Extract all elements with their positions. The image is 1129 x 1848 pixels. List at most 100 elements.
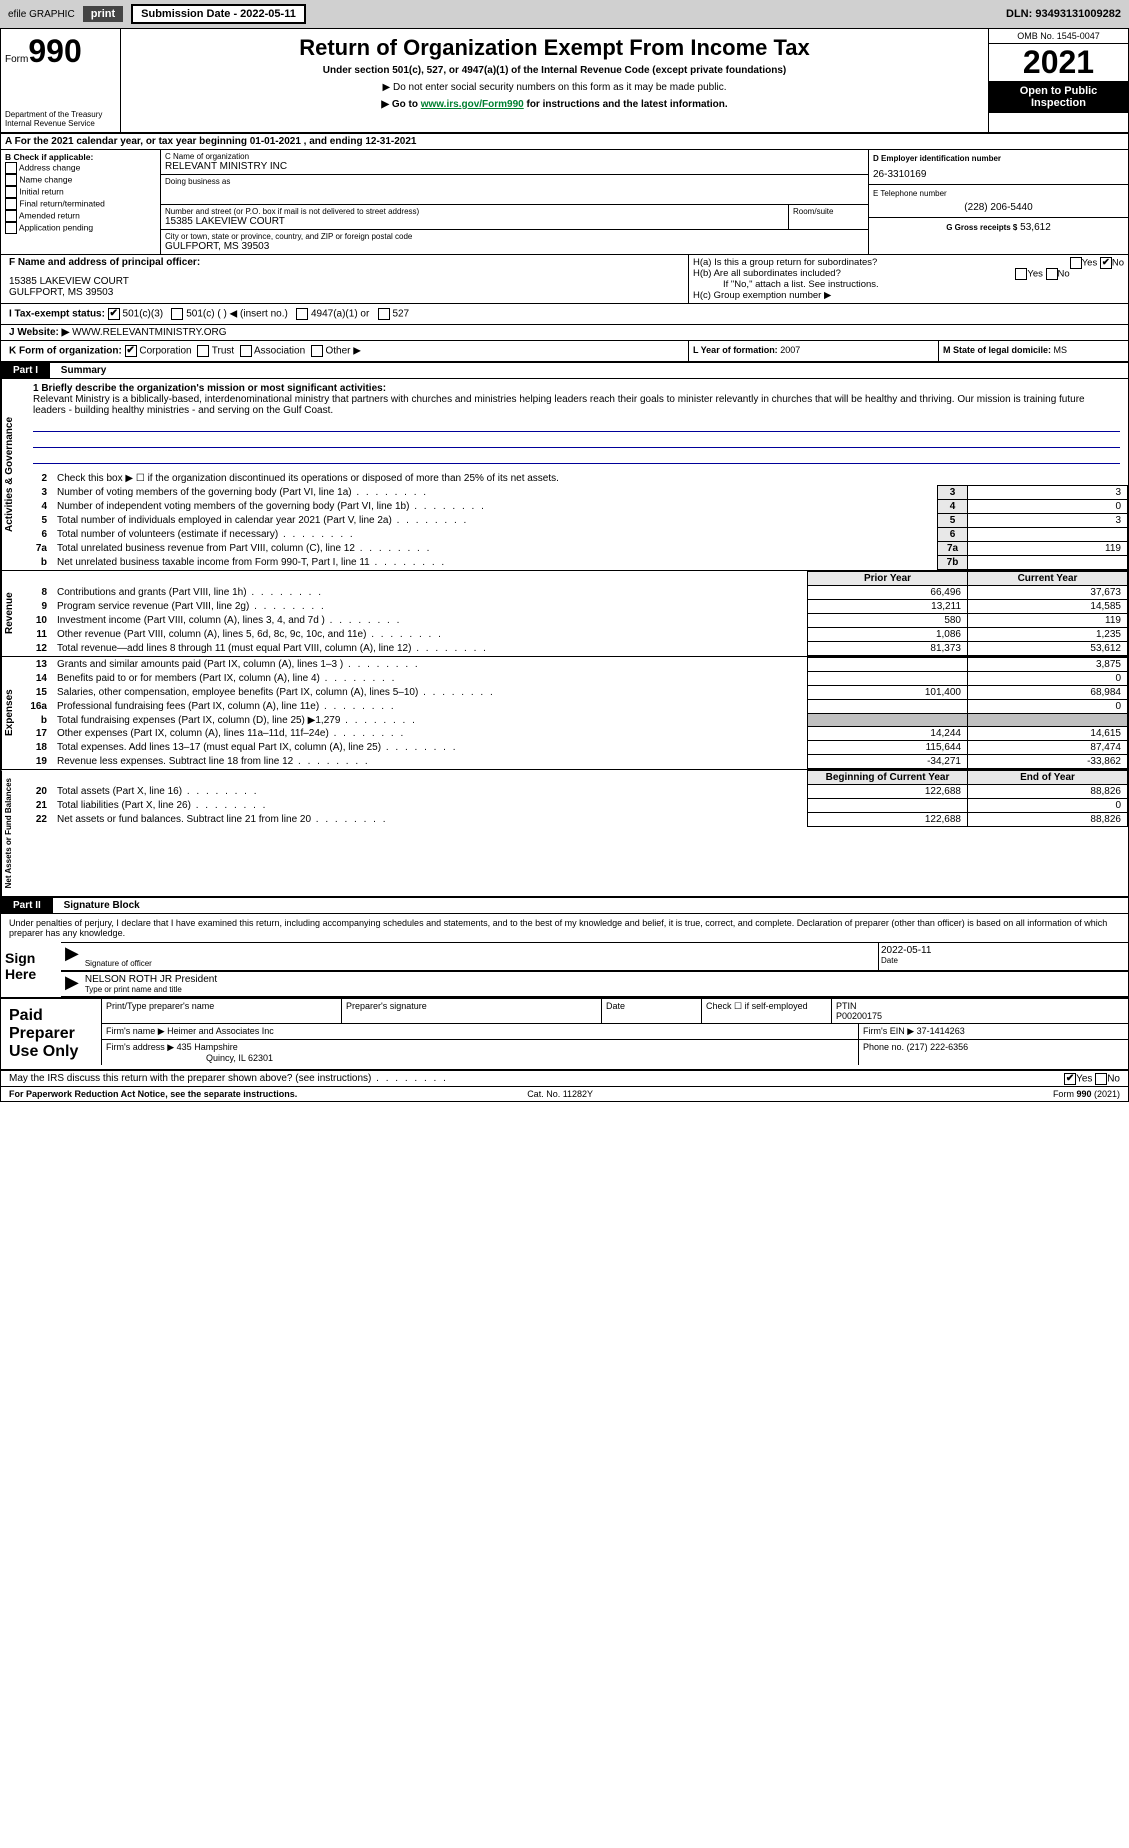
line-text: Program service revenue (Part VIII, line… — [53, 600, 808, 614]
cb-hb-yes[interactable] — [1015, 268, 1027, 280]
label-preparer-date: Date — [601, 999, 701, 1023]
irs-link[interactable]: www.irs.gov/Form990 — [421, 99, 524, 110]
header-bar: efile GRAPHIC print Submission Date - 20… — [0, 0, 1129, 28]
opt-corporation: Corporation — [139, 346, 191, 357]
mission-text: Relevant Ministry is a biblically-based,… — [33, 394, 1120, 416]
cb-501c3[interactable] — [108, 308, 120, 320]
line-5-box: 5 — [938, 514, 968, 528]
label-tax-status: I Tax-exempt status: — [9, 309, 105, 320]
officer-addr2: GULFPORT, MS 39503 — [9, 287, 680, 298]
form-number-cell: Form990 Department of the Treasury Inter… — [1, 29, 121, 132]
col-prior-year: Prior Year — [808, 572, 968, 586]
line-text: Professional fundraising fees (Part IX, … — [53, 700, 808, 714]
cb-501c[interactable] — [171, 308, 183, 320]
cb-discuss-yes[interactable] — [1064, 1073, 1076, 1085]
line-text: Benefits paid to or for members (Part IX… — [53, 672, 808, 686]
part-1-title: Summary — [53, 365, 107, 376]
line-6-val — [968, 528, 1128, 542]
part-2-header: Part II — [1, 898, 53, 913]
line-prior-val: 13,211 — [808, 600, 968, 614]
firm-addr2: Quincy, IL 62301 — [106, 1053, 854, 1063]
cb-final-return[interactable] — [5, 198, 17, 210]
cb-app-pending[interactable] — [5, 222, 17, 234]
line-current-val: 88,826 — [968, 785, 1128, 799]
cb-ha-yes[interactable] — [1070, 257, 1082, 269]
line-prior-val: -34,271 — [808, 755, 968, 769]
firm-phone: (217) 222-6356 — [907, 1042, 969, 1052]
opt-amended-return: Amended return — [19, 210, 80, 220]
label-room: Room/suite — [788, 205, 868, 229]
line-prior-val: 101,400 — [808, 686, 968, 700]
label-preparer-name: Print/Type preparer's name — [101, 999, 341, 1023]
cb-address-change[interactable] — [5, 162, 17, 174]
cb-4947[interactable] — [296, 308, 308, 320]
label-website: J Website: ▶ — [9, 327, 69, 338]
line-current-val: 68,984 — [968, 686, 1128, 700]
firm-ein: 37-1414263 — [917, 1026, 965, 1036]
line-prior-val: 66,496 — [808, 586, 968, 600]
cb-527[interactable] — [378, 308, 390, 320]
signature-declaration: Under penalties of perjury, I declare th… — [1, 914, 1128, 942]
line-text: Salaries, other compensation, employee b… — [53, 686, 808, 700]
submission-date-button[interactable]: Submission Date - 2022-05-11 — [131, 4, 306, 24]
form-subtitle-2: ▶ Do not enter social security numbers o… — [127, 82, 982, 93]
line-7b-val — [968, 556, 1128, 570]
line-prior-val — [808, 700, 968, 714]
cb-trust[interactable] — [197, 345, 209, 357]
line-num: 16a — [25, 700, 53, 714]
line-text: Contributions and grants (Part VIII, lin… — [53, 586, 808, 600]
tax-year: 2021 — [989, 44, 1128, 81]
form-subtitle-1: Under section 501(c), 527, or 4947(a)(1)… — [127, 65, 982, 76]
opt-527: 527 — [392, 309, 409, 320]
cb-initial-return[interactable] — [5, 186, 17, 198]
omb-number: OMB No. 1545-0047 — [989, 29, 1128, 44]
cb-other[interactable] — [311, 345, 323, 357]
line-current-val: 37,673 — [968, 586, 1128, 600]
label-ptin: PTIN — [836, 1001, 1124, 1011]
line-current-val: 87,474 — [968, 741, 1128, 755]
line-a-fiscal-year: A For the 2021 calendar year, or tax yea… — [1, 133, 1128, 150]
cb-hb-no[interactable] — [1046, 268, 1058, 280]
label-hb: H(b) Are all subordinates included? — [693, 268, 841, 279]
opt-final-return: Final return/terminated — [19, 198, 105, 208]
opt-501c3: 501(c)(3) — [123, 309, 164, 320]
footer-paperwork: For Paperwork Reduction Act Notice, see … — [9, 1089, 297, 1099]
cb-ha-no[interactable] — [1100, 257, 1112, 269]
line-prior-val: 14,244 — [808, 727, 968, 741]
line-3-text: Number of voting members of the governin… — [53, 486, 938, 500]
line-4-box: 4 — [938, 500, 968, 514]
line-num: 22 — [25, 813, 53, 827]
cb-association[interactable] — [240, 345, 252, 357]
cb-name-change[interactable] — [5, 174, 17, 186]
label-ha: H(a) Is this a group return for subordin… — [693, 257, 877, 268]
line-6-box: 6 — [938, 528, 968, 542]
line-num: 18 — [25, 741, 53, 755]
paid-preparer-label: Paid Preparer Use Only — [1, 999, 101, 1069]
cb-corporation[interactable] — [125, 345, 137, 357]
line-current-val: 119 — [968, 614, 1128, 628]
part-2-title: Signature Block — [56, 900, 140, 911]
label-officer-name: Type or print name and title — [85, 985, 1126, 994]
org-name: RELEVANT MINISTRY INC — [165, 161, 864, 172]
line-current-val: 88,826 — [968, 813, 1128, 827]
line-num: 15 — [25, 686, 53, 700]
line-num: 14 — [25, 672, 53, 686]
ein-value: 26-3310169 — [873, 169, 1124, 180]
label-gross-receipts: G Gross receipts $ — [946, 223, 1017, 232]
cb-amended-return[interactable] — [5, 210, 17, 222]
label-dba: Doing business as — [165, 177, 864, 186]
line-7a-val: 119 — [968, 542, 1128, 556]
opt-4947: 4947(a)(1) or — [311, 309, 369, 320]
line-prior-val: 1,086 — [808, 628, 968, 642]
opt-name-change: Name change — [19, 174, 72, 184]
col-beginning-year: Beginning of Current Year — [808, 771, 968, 785]
form-number: 990 — [28, 33, 81, 69]
signature-arrow-icon: ▶ — [61, 972, 83, 996]
line-text: Other expenses (Part IX, column (A), lin… — [53, 727, 808, 741]
cb-discuss-no[interactable] — [1095, 1073, 1107, 1085]
label-firm-addr: Firm's address ▶ — [106, 1042, 174, 1052]
line-current-val: 1,235 — [968, 628, 1128, 642]
goto-post: for instructions and the latest informat… — [524, 99, 728, 110]
firm-addr1: 435 Hampshire — [177, 1042, 238, 1052]
print-button[interactable]: print — [83, 6, 123, 22]
